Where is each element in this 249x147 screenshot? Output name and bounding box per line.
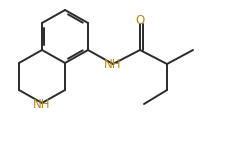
Text: O: O [135, 14, 145, 26]
Text: NH: NH [33, 97, 51, 111]
Text: NH: NH [104, 59, 122, 71]
